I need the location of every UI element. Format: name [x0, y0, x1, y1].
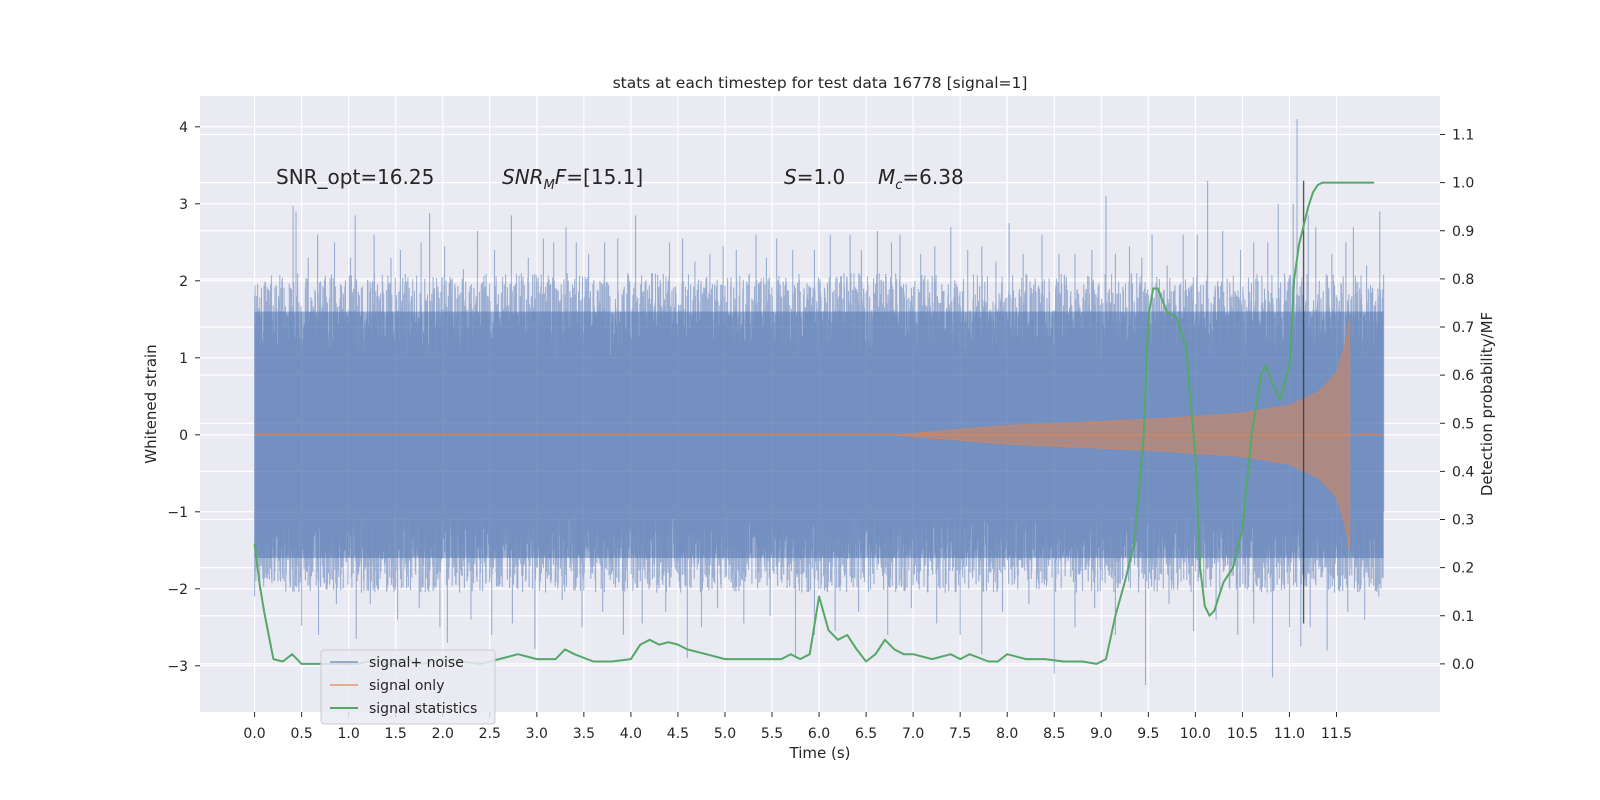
y-tick-label: −3: [167, 659, 188, 675]
x-tick-label: 6.0: [808, 726, 830, 742]
x-tick-label: 10.0: [1180, 726, 1211, 742]
x-tick-labels: 0.0 0.5 1.0 1.5 2.0 2.5 3.0 3.5 4.0 4.5 5.0 5.5 6.0 6…: [243, 712, 1352, 742]
x-tick-label: 1.5: [385, 726, 407, 742]
x-tick-label: 9.0: [1090, 726, 1112, 742]
x-tick-label: 5.0: [714, 726, 736, 742]
y2-tick-label: 0.2: [1452, 561, 1474, 577]
x-tick-label: 8.0: [996, 726, 1018, 742]
y-tick-label: 4: [179, 120, 188, 136]
x-tick-label: 0.5: [290, 726, 312, 742]
x-tick-label: 4.0: [620, 726, 642, 742]
y2-tick-label: 1.0: [1452, 176, 1474, 192]
y-axis-label: Whitened strain: [142, 344, 160, 463]
y2-tick-label: 0.4: [1452, 464, 1474, 480]
y2-tick-label: 0.7: [1452, 320, 1474, 336]
y-tick-label: 1: [179, 351, 188, 367]
x-tick-label: 3.5: [573, 726, 595, 742]
y2-tick-label: 1.1: [1452, 128, 1474, 144]
y-tick-label: 0: [179, 428, 188, 444]
x-tick-label: 3.0: [526, 726, 548, 742]
legend-label-signal-statistics: signal statistics: [369, 701, 477, 717]
x-tick-label: 8.5: [1043, 726, 1065, 742]
signal-only-chirp: [894, 317, 1351, 552]
x-tick-label: 6.5: [855, 726, 877, 742]
x-tick-label: 10.5: [1227, 726, 1258, 742]
x-tick-label: 11.0: [1274, 726, 1305, 742]
x-tick-label: 0.0: [243, 726, 265, 742]
y2-axis-label: Detection probability/MF: [1478, 312, 1496, 496]
x-tick-label: 2.0: [432, 726, 454, 742]
y-tick-labels: −3 −2 −1 0 1 2 3 4: [167, 120, 200, 675]
legend-box: [320, 649, 496, 725]
annotation-snr-opt: SNR_opt=16.25: [276, 165, 434, 189]
y-tick-label: −2: [167, 582, 188, 598]
y2-tick-label: 0.5: [1452, 416, 1474, 432]
annotation-mc: Mc=6.38: [878, 165, 964, 193]
y2-tick-label: 0.8: [1452, 272, 1474, 288]
x-tick-label: 11.5: [1321, 726, 1352, 742]
y-tick-label: −1: [167, 505, 188, 521]
y-tick-label: 2: [179, 274, 188, 290]
chart-title: stats at each timestep for test data 167…: [613, 74, 1028, 92]
y2-tick-label: 0.9: [1452, 224, 1474, 240]
annotation-snr-mf: SNRMF=[15.1]: [502, 165, 643, 193]
x-tick-label: 1.0: [338, 726, 360, 742]
signal-only-series: [254, 317, 1384, 552]
x-tick-label: 7.0: [902, 726, 924, 742]
legend-label-signal-only: signal only: [369, 678, 444, 694]
legend: signal+ noise signal only signal statist…: [320, 649, 496, 725]
x-tick-label: 2.5: [479, 726, 501, 742]
y2-tick-labels: 0.0 0.1 0.2 0.3 0.4 0.5 0.6 0.7 0.8 0.9 1.0 1.1: [1440, 128, 1474, 673]
y2-tick-label: 0.3: [1452, 513, 1474, 529]
y2-tick-label: 0.6: [1452, 368, 1474, 384]
legend-label-signal-noise: signal+ noise: [369, 655, 464, 671]
y2-tick-label: 0.1: [1452, 609, 1474, 625]
x-axis-label: Time (s): [789, 744, 851, 762]
y-tick-label: 3: [179, 197, 188, 213]
x-tick-label: 9.5: [1137, 726, 1159, 742]
x-tick-label: 7.5: [949, 726, 971, 742]
annotation-s: S=1.0: [784, 165, 845, 189]
y2-tick-label: 0.0: [1452, 657, 1474, 673]
x-tick-label: 4.5: [667, 726, 689, 742]
x-tick-label: 5.5: [761, 726, 783, 742]
